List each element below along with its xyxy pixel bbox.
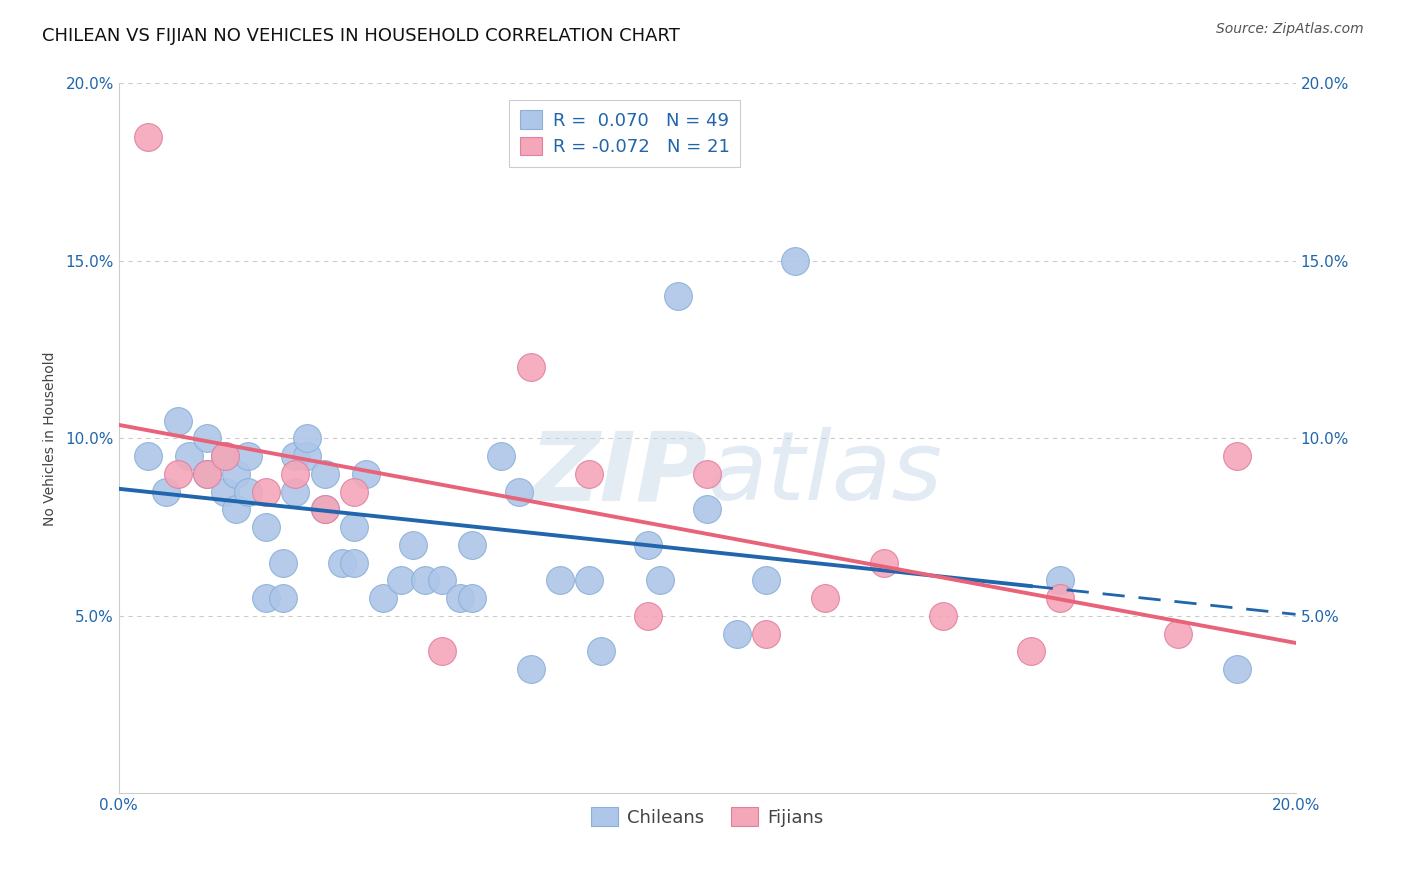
Point xyxy=(389,574,412,588)
Point xyxy=(578,574,600,588)
Point xyxy=(461,538,484,552)
Point xyxy=(314,502,336,516)
Point xyxy=(166,414,188,428)
Point xyxy=(725,626,748,640)
Point xyxy=(225,467,247,481)
Point xyxy=(273,556,295,570)
Point xyxy=(489,449,512,463)
Point xyxy=(195,431,218,445)
Point xyxy=(1226,662,1249,676)
Point xyxy=(195,467,218,481)
Point xyxy=(432,644,454,658)
Point xyxy=(637,608,659,623)
Point xyxy=(785,254,807,268)
Point xyxy=(284,484,307,499)
Point xyxy=(179,449,201,463)
Point xyxy=(666,289,689,303)
Point xyxy=(461,591,484,606)
Point xyxy=(166,467,188,481)
Point xyxy=(755,626,778,640)
Point xyxy=(155,484,177,499)
Text: CHILEAN VS FIJIAN NO VEHICLES IN HOUSEHOLD CORRELATION CHART: CHILEAN VS FIJIAN NO VEHICLES IN HOUSEHO… xyxy=(42,27,681,45)
Point xyxy=(519,360,541,375)
Point xyxy=(254,591,277,606)
Point xyxy=(1167,626,1189,640)
Point xyxy=(402,538,425,552)
Point xyxy=(214,449,236,463)
Point xyxy=(236,449,259,463)
Legend: Chileans, Fijians: Chileans, Fijians xyxy=(583,800,831,834)
Point xyxy=(295,449,318,463)
Point xyxy=(449,591,471,606)
Point xyxy=(214,484,236,499)
Point xyxy=(295,431,318,445)
Text: Source: ZipAtlas.com: Source: ZipAtlas.com xyxy=(1216,22,1364,37)
Point xyxy=(648,574,671,588)
Point xyxy=(225,502,247,516)
Point xyxy=(578,467,600,481)
Point xyxy=(254,520,277,534)
Point xyxy=(508,484,530,499)
Point xyxy=(548,574,571,588)
Point xyxy=(343,556,366,570)
Point xyxy=(432,574,454,588)
Point xyxy=(1226,449,1249,463)
Point xyxy=(755,574,778,588)
Point xyxy=(637,538,659,552)
Text: atlas: atlas xyxy=(707,427,942,520)
Y-axis label: No Vehicles in Household: No Vehicles in Household xyxy=(44,351,58,525)
Point xyxy=(254,484,277,499)
Point xyxy=(591,644,613,658)
Point xyxy=(519,662,541,676)
Point xyxy=(214,449,236,463)
Point xyxy=(284,467,307,481)
Point xyxy=(1049,591,1071,606)
Point xyxy=(1049,574,1071,588)
Point xyxy=(872,556,894,570)
Point xyxy=(696,502,718,516)
Point xyxy=(195,467,218,481)
Point xyxy=(1019,644,1042,658)
Point xyxy=(343,520,366,534)
Point xyxy=(314,502,336,516)
Point xyxy=(284,449,307,463)
Point xyxy=(931,608,953,623)
Point xyxy=(814,591,837,606)
Point xyxy=(413,574,436,588)
Point xyxy=(354,467,377,481)
Point xyxy=(314,467,336,481)
Point xyxy=(273,591,295,606)
Point xyxy=(330,556,353,570)
Point xyxy=(343,484,366,499)
Text: ZIP: ZIP xyxy=(529,427,707,520)
Point xyxy=(236,484,259,499)
Point xyxy=(136,129,159,144)
Point xyxy=(373,591,395,606)
Point xyxy=(136,449,159,463)
Point xyxy=(696,467,718,481)
